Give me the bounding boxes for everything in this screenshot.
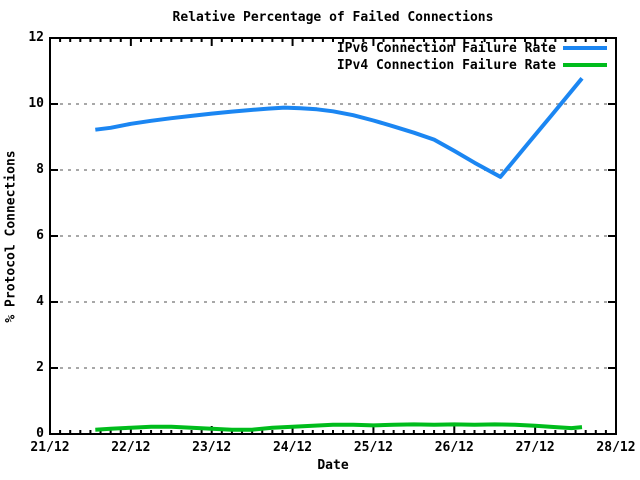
y-tick-label-10: 10 xyxy=(28,96,44,111)
y-tick-label-6: 6 xyxy=(36,228,44,243)
y-tick-label-8: 8 xyxy=(36,162,44,177)
legend-swatch-ipv4 xyxy=(563,63,607,67)
x-tick-label-22/12: 22/12 xyxy=(111,440,151,455)
x-tick-label-26/12: 26/12 xyxy=(434,440,474,455)
x-tick-label-23/12: 23/12 xyxy=(192,440,232,455)
legend-swatch-ipv6 xyxy=(563,46,607,50)
legend-label-ipv6: IPv6 Connection Failure Rate xyxy=(336,40,556,56)
y-tick-label-4: 4 xyxy=(36,294,44,309)
x-tick-label-21/12: 21/12 xyxy=(30,440,70,455)
x-tick-label-28/12: 28/12 xyxy=(596,440,636,455)
series-line-ipv4 xyxy=(95,422,583,432)
x-tick-label-27/12: 27/12 xyxy=(515,440,555,455)
x-tick-label-24/12: 24/12 xyxy=(272,440,313,455)
x-axis-title: Date xyxy=(317,458,349,473)
legend-row-ipv4: IPv4 Connection Failure Rate xyxy=(337,57,607,73)
legend-label-ipv4: IPv4 Connection Failure Rate xyxy=(336,57,556,73)
y-tick-label-12: 12 xyxy=(28,30,44,45)
series-line-ipv6 xyxy=(95,77,584,179)
y-tick-label-2: 2 xyxy=(36,360,44,375)
y-tick-label-0: 0 xyxy=(36,426,44,441)
chart-title: Relative Percentage of Failed Connection… xyxy=(172,10,494,25)
x-tick-label-25/12: 25/12 xyxy=(353,440,393,455)
legend-row-ipv6: IPv6 Connection Failure Rate xyxy=(337,40,607,56)
legend: IPv6 Connection Failure Rate IPv4 Connec… xyxy=(337,40,607,73)
